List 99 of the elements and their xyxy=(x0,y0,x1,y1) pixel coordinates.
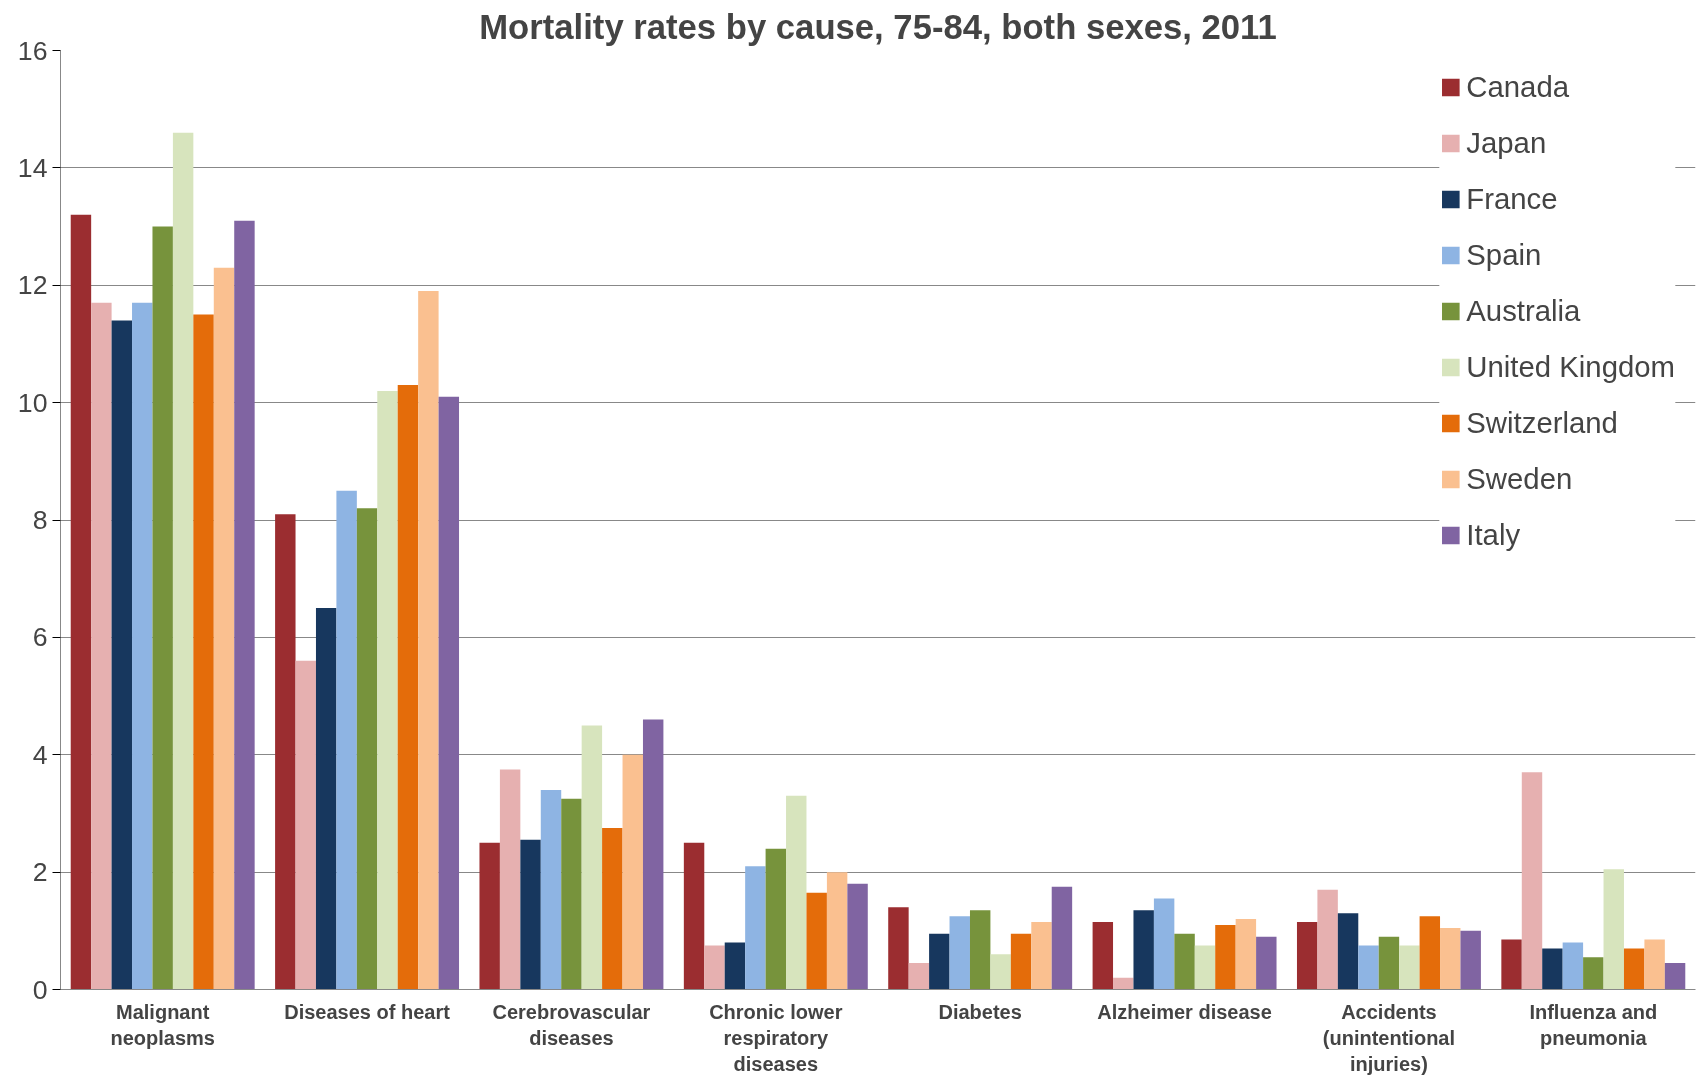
chart-title: Mortality rates by cause, 75-84, both sexes, 2011 xyxy=(479,7,1277,46)
bar xyxy=(540,789,562,990)
bar xyxy=(1542,948,1563,990)
bar xyxy=(949,916,970,990)
y-tick-label: 4 xyxy=(32,739,48,770)
legend-label: United Kingdom xyxy=(1466,350,1675,384)
bar xyxy=(1337,913,1359,990)
x-tick-label: Accidents (unintentional injuries) xyxy=(1322,1000,1456,1076)
bar xyxy=(622,754,643,990)
bar xyxy=(1460,930,1481,990)
y-tick-label: 0 xyxy=(32,974,48,1005)
bar xyxy=(1603,869,1624,990)
bar xyxy=(377,390,398,990)
bar xyxy=(929,933,950,990)
bar xyxy=(1235,919,1257,990)
bar xyxy=(1644,939,1665,990)
x-tick-label: Chronic lower respiratory diseases xyxy=(709,1000,843,1076)
bar xyxy=(1562,942,1584,990)
bar xyxy=(356,508,378,990)
bar xyxy=(1419,916,1441,990)
bar xyxy=(1623,948,1645,990)
legend-label: Italy xyxy=(1466,518,1521,552)
legend-label: Switzerland xyxy=(1466,406,1618,440)
bar xyxy=(969,910,991,990)
bar xyxy=(1358,945,1379,990)
bar xyxy=(1010,933,1032,990)
x-tick-label: Cerebrovascular diseases xyxy=(492,1000,651,1049)
legend-label: Sweden xyxy=(1466,462,1573,496)
x-tick-label: Alzheimer disease xyxy=(1097,1000,1272,1023)
x-tick-label: Diseases of heart xyxy=(284,1000,451,1023)
legend-label: Canada xyxy=(1466,70,1570,104)
y-tick-label: 2 xyxy=(32,857,48,888)
bar xyxy=(172,132,194,990)
bar xyxy=(786,795,807,990)
bar xyxy=(315,608,337,990)
bar xyxy=(704,945,725,990)
bar xyxy=(499,769,521,990)
bar xyxy=(847,883,868,990)
bar xyxy=(1501,939,1522,990)
bar xyxy=(1215,924,1236,990)
legend-label: Australia xyxy=(1466,294,1581,328)
bar xyxy=(397,385,419,990)
y-tick-label: 16 xyxy=(17,35,48,66)
bar xyxy=(193,314,214,990)
bar xyxy=(91,302,112,990)
legend-label: Spain xyxy=(1466,238,1542,272)
bar xyxy=(1092,922,1114,990)
bar xyxy=(275,514,296,990)
bar xyxy=(642,719,664,990)
bar xyxy=(111,320,133,990)
bar xyxy=(213,267,235,990)
bar xyxy=(990,954,1011,990)
bar xyxy=(1664,963,1686,990)
bar xyxy=(602,828,623,990)
bar xyxy=(234,220,255,990)
bar xyxy=(561,798,582,990)
bar xyxy=(826,872,848,990)
bar xyxy=(1521,772,1543,990)
y-tick-label: 12 xyxy=(17,270,48,301)
bar xyxy=(1113,977,1134,990)
bar xyxy=(1031,922,1052,990)
bar xyxy=(1256,936,1277,990)
bar xyxy=(1194,945,1216,990)
bar xyxy=(1133,910,1154,990)
bar xyxy=(479,842,500,990)
bar xyxy=(1153,898,1175,990)
legend-label: Japan xyxy=(1466,126,1547,160)
bar xyxy=(1296,922,1318,990)
legend-label: France xyxy=(1466,182,1558,216)
bar xyxy=(581,725,603,990)
bar xyxy=(745,866,766,990)
bar xyxy=(1174,933,1195,990)
bar xyxy=(1051,886,1073,990)
bar xyxy=(765,848,787,990)
y-tick-label: 10 xyxy=(17,387,48,418)
bar xyxy=(908,963,930,990)
x-tick-label: Influenza and pneumonia xyxy=(1529,1000,1658,1049)
bar xyxy=(1399,945,1420,990)
bar xyxy=(888,907,909,990)
bar xyxy=(336,490,357,990)
bar xyxy=(1440,927,1461,990)
y-tick-label: 8 xyxy=(32,505,48,535)
bar xyxy=(70,214,92,990)
bar xyxy=(295,660,316,990)
bar xyxy=(152,226,173,990)
bar xyxy=(1317,889,1338,990)
y-tick-label: 6 xyxy=(32,622,48,653)
bar xyxy=(1583,957,1604,990)
bar xyxy=(683,842,705,990)
bar xyxy=(520,839,541,990)
x-tick-label: Malignant neoplasms xyxy=(110,1000,215,1049)
bar xyxy=(438,396,460,990)
bar xyxy=(132,302,153,990)
bar xyxy=(418,291,439,990)
bar xyxy=(1378,936,1400,990)
x-tick-label: Diabetes xyxy=(938,1000,1022,1023)
bar xyxy=(806,892,827,990)
bar xyxy=(724,942,746,990)
y-tick-label: 14 xyxy=(17,152,48,183)
